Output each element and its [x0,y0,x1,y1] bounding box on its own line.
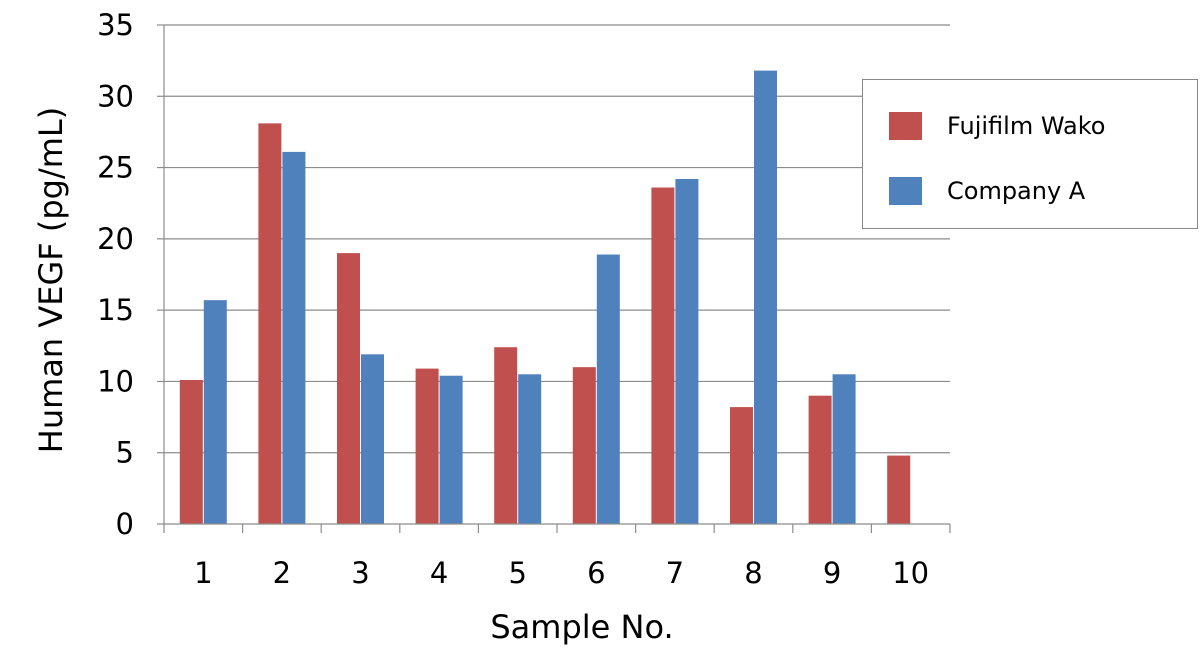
bar-fujifilm-wako-sample-5 [494,347,518,524]
legend: Fujifilm Wako Company A [862,79,1198,229]
bar-company-a-sample-7 [675,178,699,524]
y-tick-label-0: 0 [116,507,134,541]
x-tick-label-10: 10 [892,556,929,590]
y-tick-label-15: 15 [97,293,134,327]
bar-company-a-sample-5 [518,374,542,524]
y-tick-label-25: 25 [97,151,134,185]
legend-swatch [889,177,922,205]
bar-company-a-sample-4 [439,375,463,524]
bar-company-a-sample-3 [361,354,384,524]
x-tick-label-9: 9 [823,556,841,590]
bar-fujifilm-wako-sample-9 [808,395,832,524]
bar-company-a-sample-2 [282,151,306,525]
x-tick-label-7: 7 [666,556,684,590]
x-tick-label-2: 2 [273,556,291,590]
y-tick-label-10: 10 [97,364,134,398]
legend-label: Fujifilm Wako [947,112,1106,140]
legend-swatch [889,112,922,140]
bar-fujifilm-wako-sample-1 [179,380,203,524]
bar-fujifilm-wako-sample-6 [572,367,596,524]
axes [163,25,951,533]
y-tick-labels: 0 5 10 15 20 25 30 35 [97,8,134,541]
bar-company-a-sample-6 [596,254,620,525]
y-axis-title: Human VEGF (pg/mL) [32,107,70,453]
bars [179,70,911,525]
y-tick-label-30: 30 [97,79,134,113]
bar-company-a-sample-9 [832,374,856,524]
bar-fujifilm-wako-sample-8 [730,407,753,524]
bar-fujifilm-wako-sample-2 [258,123,282,525]
bar-fujifilm-wako-sample-4 [415,368,439,524]
x-axis-title: Sample No. [490,608,673,646]
bar-company-a-sample-1 [203,300,227,524]
x-tick-labels: 1 2 3 4 5 6 7 8 9 10 [194,556,929,590]
x-tick-label-4: 4 [430,556,448,590]
bar-company-a-sample-8 [754,70,777,524]
legend-item-fujifilm-wako: Fujifilm Wako [889,111,1105,141]
bar-fujifilm-wako-sample-3 [337,253,360,524]
x-tick-label-8: 8 [744,556,762,590]
bar-fujifilm-wako-sample-7 [651,187,675,524]
x-tick-label-1: 1 [194,556,212,590]
x-tick-label-5: 5 [508,556,526,590]
legend-label: Company A [947,177,1086,205]
y-tick-label-5: 5 [116,436,134,470]
y-tick-label-20: 20 [97,222,134,256]
legend-item-company-a: Company A [889,176,1085,206]
x-tick-label-3: 3 [351,556,369,590]
x-tick-label-6: 6 [587,556,605,590]
bar-fujifilm-wako-sample-10 [887,455,911,524]
y-tick-label-35: 35 [97,8,134,42]
